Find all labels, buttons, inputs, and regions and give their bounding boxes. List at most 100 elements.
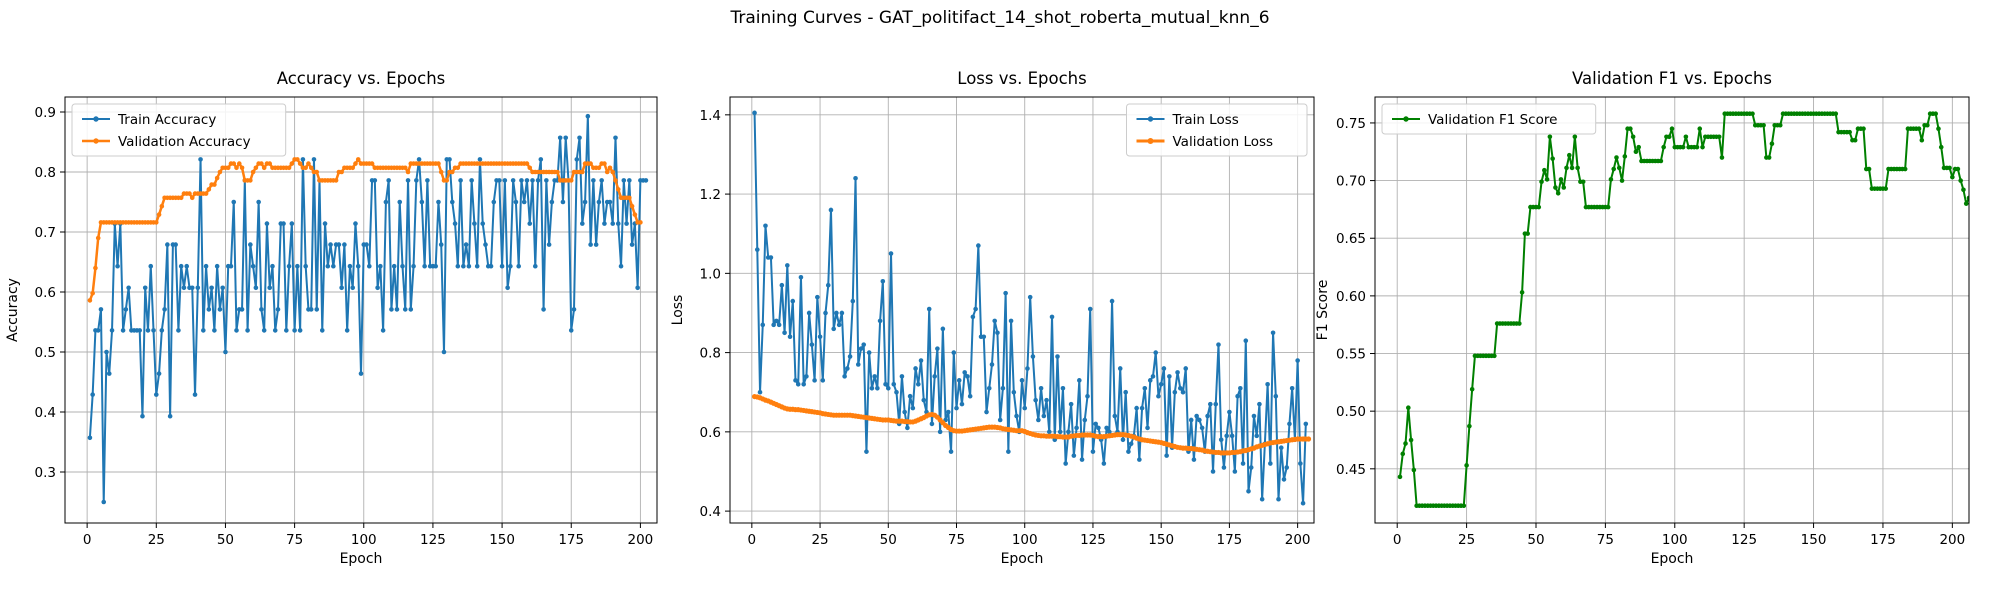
data-point [1411, 467, 1417, 473]
data-point [1697, 126, 1703, 132]
data-point [438, 242, 444, 247]
data-point [828, 207, 834, 213]
data-point [610, 169, 616, 175]
data-point [87, 298, 93, 303]
data-point [325, 263, 331, 269]
data-point [1175, 370, 1180, 375]
data-point [853, 175, 858, 181]
legend-label: Train Loss [1172, 112, 1239, 128]
data-point [1235, 393, 1240, 399]
data-point [195, 285, 201, 291]
data-point [888, 251, 894, 256]
data-point [967, 393, 973, 399]
data-point [162, 307, 167, 312]
data-point [250, 263, 256, 269]
series-line [1398, 112, 1969, 507]
data-point [1139, 405, 1145, 411]
data-point [455, 165, 461, 171]
data-point [383, 199, 389, 205]
data-point [795, 382, 801, 387]
data-point [1248, 465, 1254, 470]
legend-box [1381, 103, 1597, 135]
x-tick-label: 75 [286, 532, 303, 548]
data-point [201, 328, 206, 333]
data-point [527, 165, 533, 171]
data-point [798, 275, 804, 280]
data-point [261, 165, 267, 171]
data-point [159, 203, 165, 209]
data-point [441, 349, 447, 355]
data-point [367, 263, 372, 269]
x-tick-label: 0 [1393, 532, 1402, 548]
data-point [1669, 126, 1675, 132]
data-point [206, 187, 212, 192]
data-point [416, 157, 422, 162]
data-point [106, 371, 112, 376]
data-point [264, 221, 270, 226]
data-point [995, 330, 1000, 336]
data-point [585, 113, 591, 119]
series-validation-f1-score [1397, 111, 1969, 509]
data-point [192, 392, 198, 397]
y-tick-label: 0.5 [35, 345, 56, 361]
data-point [1580, 179, 1586, 185]
data-point [422, 263, 427, 269]
data-point [1036, 417, 1041, 423]
data-point [1224, 433, 1229, 439]
data-point [245, 328, 250, 333]
data-point [140, 413, 145, 419]
data-point [364, 242, 369, 247]
data-point [801, 382, 806, 387]
data-point [1298, 461, 1303, 466]
data-point [248, 242, 253, 247]
data-point [815, 294, 820, 300]
y-tick-label: 0.8 [35, 165, 56, 181]
data-point [1569, 165, 1575, 171]
data-point [521, 199, 527, 205]
data-point [1397, 474, 1403, 480]
data-point [1229, 433, 1235, 439]
data-point [259, 307, 264, 312]
data-point [126, 285, 131, 291]
x-tick-label: 0 [83, 532, 92, 548]
data-point [806, 310, 812, 316]
data-point [771, 322, 776, 328]
subplot-title: Loss vs. Epochs [957, 69, 1086, 88]
data-point [98, 307, 104, 312]
data-point [588, 161, 593, 166]
data-point [1536, 204, 1542, 210]
data-point [593, 242, 599, 247]
data-point [339, 169, 344, 175]
data-point [956, 378, 962, 383]
data-point [1300, 500, 1306, 506]
data-point [858, 346, 864, 351]
data-point [234, 328, 239, 333]
data-point [624, 221, 629, 226]
data-point [1958, 178, 1963, 183]
x-tick-label: 75 [948, 532, 965, 548]
data-point [1966, 195, 1969, 201]
x-tick-label: 75 [1597, 532, 1614, 548]
data-point [394, 307, 400, 312]
data-point [845, 366, 850, 371]
data-point [1259, 496, 1265, 502]
data-point [488, 263, 494, 269]
data-point [588, 242, 593, 247]
data-point [234, 165, 239, 171]
data-point [189, 195, 195, 201]
data-point [782, 330, 787, 336]
y-axis-label: F1 Score [1315, 280, 1331, 341]
data-point [184, 263, 190, 269]
data-point [940, 326, 946, 332]
data-point [793, 378, 798, 383]
data-point [1278, 445, 1284, 451]
data-point [643, 178, 649, 183]
data-point [1128, 441, 1134, 447]
data-point [1188, 417, 1194, 423]
x-axis-label: Epoch [1651, 551, 1694, 567]
data-point [1955, 166, 1961, 172]
data-point [95, 328, 101, 333]
data-point [93, 265, 98, 271]
data-point [812, 378, 817, 383]
data-point [1126, 449, 1131, 454]
